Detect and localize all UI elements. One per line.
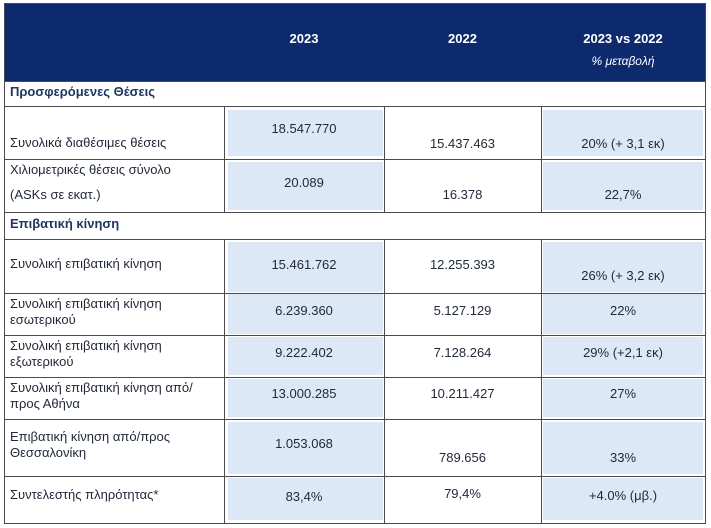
row-2-2022: 16.378 — [442, 187, 483, 202]
row-3-2022: 12.255.393 — [429, 257, 496, 272]
row-4-2022: 5.127.129 — [433, 303, 492, 318]
row-5-2023-bg — [228, 337, 383, 375]
row-2-2023-bg — [228, 162, 383, 210]
row-6-change-bg — [543, 379, 703, 417]
row-5-label-line1: Συνολική επιβατική κίνηση — [10, 338, 162, 353]
section-seats-title: Προσφερόμενες Θέσεις — [10, 84, 156, 99]
row-5-2023: 9.222.402 — [275, 345, 333, 360]
row-divider — [5, 293, 705, 294]
row-2-label-line2: (ASKs σε εκατ.) — [10, 187, 101, 202]
row-7-2022: 789.656 — [439, 450, 486, 465]
section-passengers-title: Επιβατική κίνηση — [10, 216, 120, 231]
row-5-2022: 7.128.264 — [433, 345, 492, 360]
row-3-2023-bg — [228, 242, 383, 292]
row-5-change-bg — [543, 337, 703, 375]
header-2022: 2022 — [384, 4, 541, 81]
column-divider — [224, 239, 225, 523]
row-6-change: 27% — [609, 386, 637, 401]
row-divider — [5, 212, 705, 213]
row-8-change: +4.0% (μβ.) — [588, 488, 658, 503]
row-2-2023: 20.089 — [284, 175, 324, 190]
row-7-label-line2: Θεσσαλονίκη — [10, 445, 87, 460]
row-7-change: 33% — [609, 450, 637, 465]
column-divider — [384, 106, 385, 212]
row-2-label-line1: Χιλιομετρικές θέσεις σύνολο — [10, 162, 171, 177]
row-7-change-bg — [543, 422, 703, 474]
row-divider — [5, 159, 705, 160]
row-1-label: Συνολικά διαθέσιμες θέσεις — [10, 135, 167, 150]
row-3-change: 26% (+ 3,2 εκ) — [581, 268, 665, 283]
stats-table: 2023 2022 2023 vs 2022 % μεταβολή Προσφε… — [4, 3, 706, 524]
header-blank-cell — [5, 4, 224, 81]
row-3-change-bg — [543, 242, 703, 292]
row-8-2022: 79,4% — [444, 486, 481, 501]
row-1-2023: 18.547.770 — [271, 121, 337, 136]
row-divider — [5, 239, 705, 240]
row-4-change-bg — [543, 294, 703, 334]
header-2023: 2023 — [224, 4, 384, 81]
row-3-2023: 15.461.762 — [271, 257, 337, 272]
row-4-label-line2: εσωτερικού — [10, 312, 76, 327]
row-8-2023-bg — [228, 478, 383, 520]
row-6-label-line2: προς Αθήνα — [10, 396, 80, 411]
row-divider — [5, 81, 705, 82]
row-6-2022: 10.211.427 — [430, 386, 495, 401]
row-8-2023: 83,4% — [285, 489, 323, 504]
row-6-label-line1: Συνολική επιβατική κίνηση από/ — [10, 380, 193, 395]
row-5-change: 29% (+2,1 εκ) — [583, 345, 663, 360]
row-8-change-bg — [543, 478, 703, 520]
column-divider — [541, 106, 542, 212]
row-4-2023: 6.239.360 — [275, 303, 333, 318]
row-6-2023: 13.000.285 — [271, 386, 337, 401]
row-1-change: 20% (+ 3,1 εκ) — [581, 136, 665, 151]
header-change: 2023 vs 2022 % μεταβολή — [541, 4, 705, 81]
row-2-change-bg — [543, 162, 703, 210]
row-1-2023-bg — [228, 110, 383, 156]
row-5-label-line2: εξωτερικού — [10, 354, 74, 369]
header-change-subtitle: % μεταβολή — [591, 54, 655, 68]
row-divider — [5, 419, 705, 420]
row-divider — [5, 476, 705, 477]
row-6-2023-bg — [228, 379, 383, 417]
row-2-change: 22,7% — [604, 187, 642, 202]
row-4-label-line1: Συνολική επιβατική κίνηση — [10, 296, 162, 311]
row-divider — [5, 377, 705, 378]
column-divider — [541, 239, 542, 523]
row-8-label: Συντελεστής πληρότητας* — [10, 487, 159, 502]
row-1-change-bg — [543, 110, 703, 156]
column-divider — [384, 239, 385, 523]
row-divider — [5, 335, 705, 336]
row-1-2022: 15.437.463 — [429, 136, 496, 151]
row-4-2023-bg — [228, 294, 383, 334]
row-7-2023-bg — [228, 422, 383, 474]
row-7-2023: 1.053.068 — [275, 436, 333, 451]
column-divider — [224, 106, 225, 212]
row-4-change: 22% — [609, 303, 637, 318]
row-7-label-line1: Επιβατική κίνηση από/προς — [10, 429, 171, 444]
row-divider — [5, 106, 705, 107]
header-change-title: 2023 vs 2022 — [583, 31, 663, 46]
row-3-label: Συνολική επιβατική κίνηση — [10, 256, 162, 271]
